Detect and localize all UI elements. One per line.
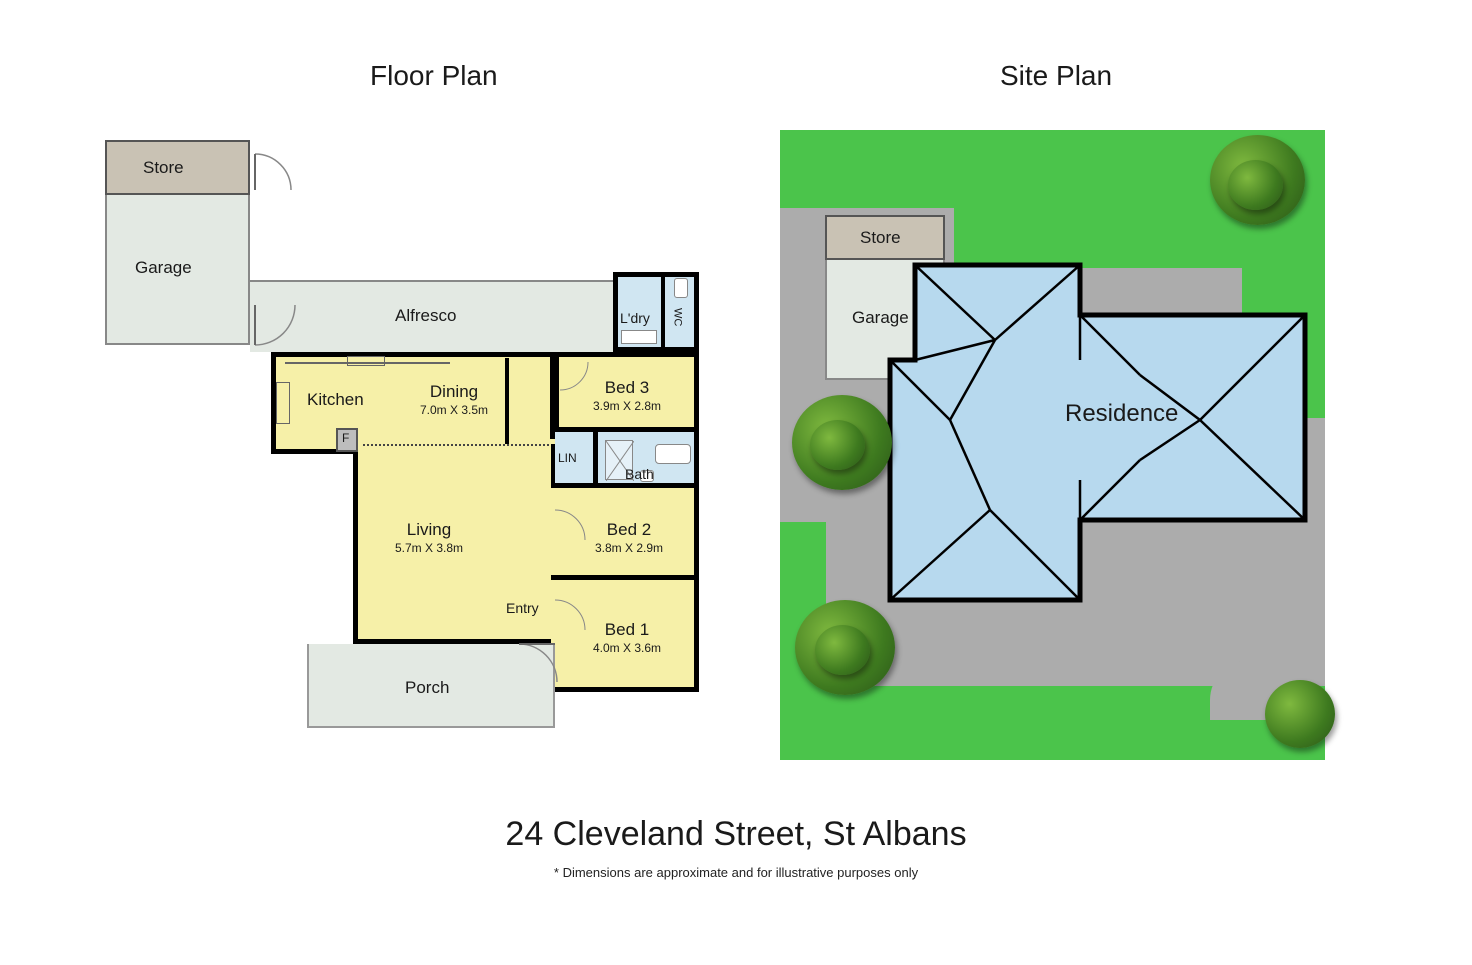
label-lin: LIN [558,452,577,466]
label-bath: Bath [625,466,654,482]
label-garage: Garage [135,258,192,278]
site-label-garage: Garage [852,308,909,328]
label-entry: Entry [506,600,539,616]
label-kitchen: Kitchen [307,390,364,410]
bush-2b [810,420,865,470]
label-bed2: Bed 23.8m X 2.9m [595,520,663,555]
label-alfresco: Alfresco [395,306,456,326]
door-arcs [95,130,710,760]
label-ldry: L'dry [620,310,650,326]
page-container: Floor Plan Site Plan [0,0,1472,965]
address-title: 24 Cleveland Street, St Albans [0,815,1472,854]
disclaimer-text: * Dimensions are approximate and for ill… [0,865,1472,880]
label-f: F [342,432,349,446]
floor-plan-title: Floor Plan [370,60,498,92]
site-plan: Store Garage Residence [780,130,1325,760]
label-wc: WC [671,308,684,326]
site-label-store: Store [860,228,901,248]
site-plan-title: Site Plan [1000,60,1112,92]
label-living: Living5.7m X 3.8m [395,520,463,555]
label-dining: Dining7.0m X 3.5m [420,382,488,417]
site-label-residence: Residence [1065,400,1178,428]
label-porch: Porch [405,678,449,698]
floor-plan: Store Garage Alfresco L'dry WC Kitchen D… [95,130,710,760]
label-store: Store [143,158,184,178]
bush-1b [1228,160,1283,210]
bush-4 [1265,680,1335,748]
label-bed1: Bed 14.0m X 3.6m [593,620,661,655]
bush-3b [815,625,870,675]
label-bed3: Bed 33.9m X 2.8m [593,378,661,413]
